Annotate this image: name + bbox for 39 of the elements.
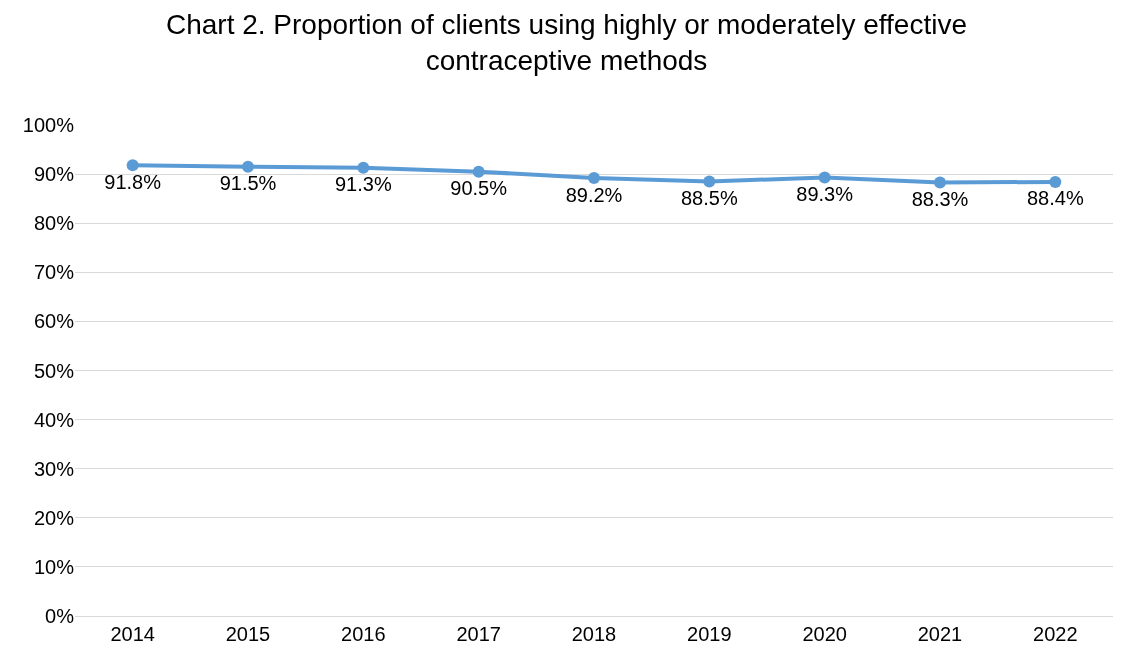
chart-title: Chart 2. Proportion of clients using highly or moderately effective contraceptive methods: [165, 8, 968, 76]
data-label: 88.3%: [911, 187, 969, 210]
data-label: 89.3%: [796, 183, 854, 206]
data-label: 91.3%: [334, 173, 392, 196]
y-tick-label: 60%: [33, 310, 75, 333]
point: [1049, 175, 1062, 188]
data-label: 88.5%: [680, 186, 738, 209]
y-tick-label: 20%: [33, 506, 75, 529]
point: [472, 165, 485, 178]
y-tick-label: 40%: [33, 408, 75, 431]
y-tick-label: 10%: [33, 555, 75, 578]
point: [242, 160, 254, 173]
x-tick-label: 2019: [687, 623, 732, 645]
point: [126, 159, 139, 172]
y-tick-label: 100%: [22, 114, 75, 136]
x-tick-label: 2015: [225, 623, 271, 645]
point: [357, 161, 370, 174]
x-tick-label: 2018: [571, 623, 617, 645]
x-tick-label: 2021: [917, 623, 963, 645]
x-tick-label: 2020: [802, 623, 847, 645]
data-label: 91.5%: [219, 172, 277, 195]
y-tick-label: 30%: [33, 457, 75, 480]
x-tick-label: 2022: [1033, 623, 1078, 645]
point: [703, 175, 716, 188]
data-label: 90.5%: [450, 177, 508, 200]
x-tick-label: 2016: [341, 623, 386, 645]
data-label: 89.2%: [565, 183, 623, 206]
y-tick-label: 70%: [33, 261, 75, 284]
y-tick-label: 0%: [45, 605, 75, 627]
y-tick-label: 90%: [33, 163, 75, 186]
point: [818, 171, 831, 184]
data-label: 88.4%: [1026, 187, 1084, 210]
x-tick-label: 2017: [456, 623, 501, 645]
data-label: 91.8%: [104, 170, 162, 193]
x-tick-label: 2014: [110, 623, 155, 645]
point: [588, 172, 600, 185]
y-tick-label: 50%: [33, 359, 75, 382]
point: [934, 176, 946, 189]
y-tick-label: 80%: [33, 212, 75, 235]
